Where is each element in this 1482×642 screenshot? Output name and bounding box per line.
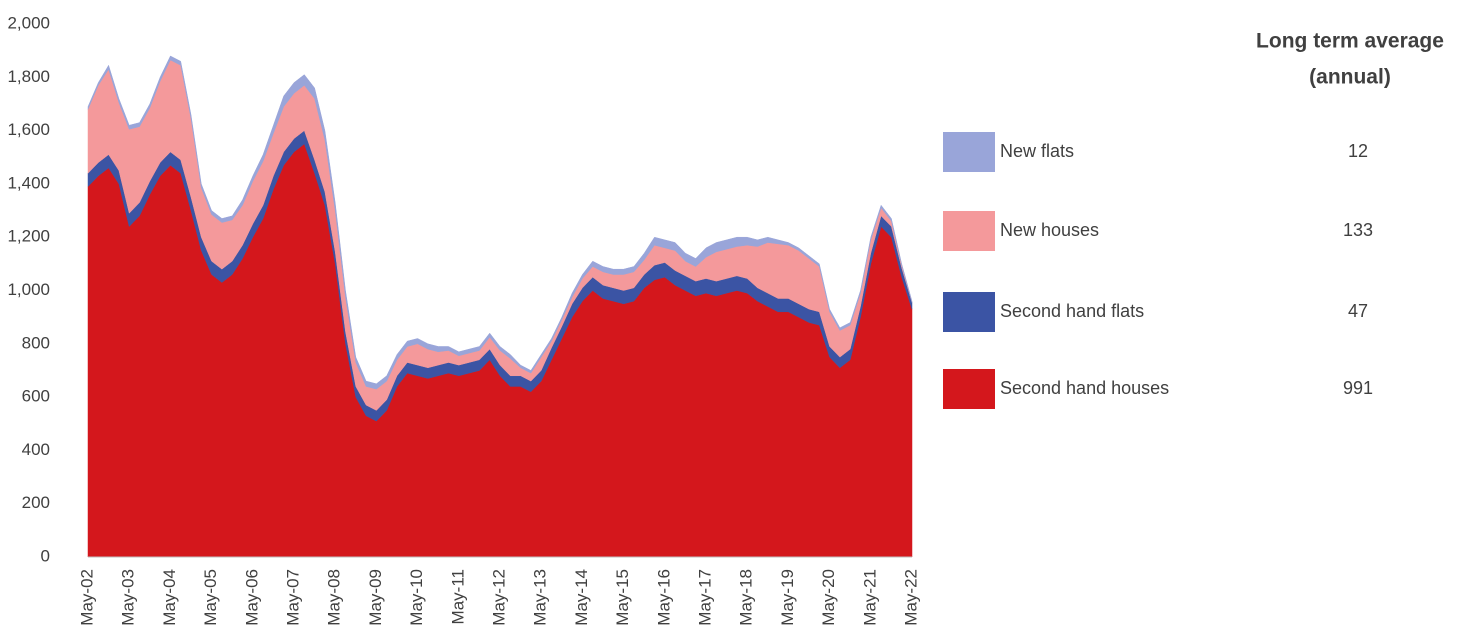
- x-tick-label: May-06: [242, 569, 261, 626]
- legend-label: Second hand houses: [1000, 378, 1169, 398]
- x-tick-label: May-18: [737, 569, 756, 626]
- legend-average: 991: [1343, 378, 1373, 398]
- y-tick-label: 800: [22, 333, 50, 352]
- x-tick-label: May-12: [489, 569, 508, 626]
- y-tick-label: 1,800: [7, 67, 50, 86]
- legend-swatch: [943, 132, 995, 172]
- y-tick-label: 1,400: [7, 173, 50, 192]
- x-tick-label: May-16: [654, 569, 673, 626]
- legend-swatch: [943, 369, 995, 409]
- x-tick-label: May-13: [531, 569, 550, 626]
- y-tick-label: 1,000: [7, 280, 50, 299]
- x-tick-label: May-02: [77, 569, 96, 626]
- legend-label: Second hand flats: [1000, 301, 1144, 321]
- x-tick-label: May-08: [325, 569, 344, 626]
- x-tick-label: May-14: [572, 569, 591, 626]
- x-tick-label: May-17: [695, 569, 714, 626]
- legend-average: 133: [1343, 220, 1373, 240]
- x-tick-label: May-21: [860, 569, 879, 626]
- x-tick-label: May-11: [448, 569, 467, 624]
- legend-label: New flats: [1000, 141, 1074, 161]
- area: [87, 55, 913, 390]
- x-tick-label: May-22: [901, 569, 920, 626]
- x-tick-label: May-03: [119, 569, 138, 626]
- legend-swatch: [943, 211, 995, 251]
- x-tick-label: May-04: [160, 569, 179, 626]
- legend-average: 47: [1348, 301, 1368, 321]
- legend-average: 12: [1348, 141, 1368, 161]
- x-tick-label: May-15: [613, 569, 632, 626]
- y-tick-label: 1,200: [7, 227, 50, 246]
- y-tick-label: 600: [22, 387, 50, 406]
- legend-swatch: [943, 292, 995, 332]
- x-tick-label: May-05: [201, 569, 220, 626]
- legend-title: Long term average: [1256, 30, 1444, 53]
- legend-label: New houses: [1000, 220, 1099, 240]
- x-tick-label: May-07: [283, 569, 302, 626]
- y-tick-label: 400: [22, 440, 50, 459]
- x-tick-label: May-20: [819, 569, 838, 626]
- legend-title: (annual): [1309, 66, 1391, 89]
- y-tick-label: 2,000: [7, 13, 50, 32]
- y-tick-label: 1,600: [7, 120, 50, 139]
- x-tick-label: May-19: [778, 569, 797, 626]
- y-tick-label: 0: [41, 546, 50, 565]
- y-tick-label: 200: [22, 493, 50, 512]
- x-tick-label: May-10: [407, 569, 426, 626]
- x-tick-label: May-09: [366, 569, 385, 626]
